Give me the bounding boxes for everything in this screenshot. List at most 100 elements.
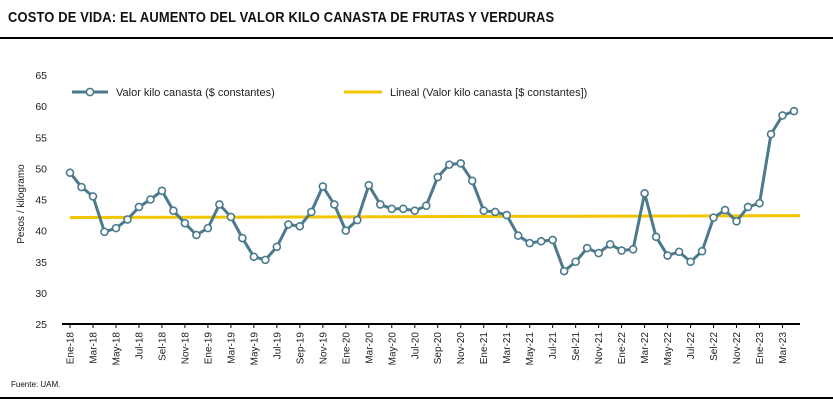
data-point: [146, 195, 155, 204]
x-tick-label: Ene-21: [479, 332, 490, 365]
data-point: [330, 200, 339, 209]
data-point: [295, 221, 305, 231]
y-axis-label-group: Pesos / kilogramo: [16, 164, 27, 244]
x-tick-label: Jul-21: [548, 332, 559, 360]
data-point: [444, 160, 454, 169]
x-tick-label: Sep-19: [295, 332, 306, 365]
title-divider: [0, 37, 833, 39]
data-point: [180, 218, 190, 228]
x-tick-label: Ene-19: [203, 332, 214, 365]
data-point: [226, 212, 236, 222]
x-tick-label: May-22: [663, 332, 674, 366]
data-point: [421, 201, 431, 211]
data-point: [651, 232, 661, 242]
x-tick-label: Sel-18: [157, 332, 168, 361]
source-note: Fuente: UAM.: [11, 380, 61, 389]
data-point: [387, 204, 397, 214]
series-line: [68, 109, 795, 273]
data-point: [490, 207, 500, 217]
data-point: [249, 252, 259, 262]
data-point: [341, 226, 351, 235]
y-tick-label: 50: [35, 163, 47, 175]
x-axis-ticks: Ene-18 Mar-18 May-18 Jul-18 Sel-18 Nov-18 Ene-…: [66, 324, 789, 366]
data-point: [743, 202, 753, 212]
chart-title: COSTO DE VIDA: EL AUMENTO DEL VALOR KILO…: [8, 9, 555, 26]
y-tick-label: 45: [35, 195, 47, 207]
x-tick-label: May-20: [387, 332, 398, 366]
data-point: [364, 180, 374, 190]
data-point: [617, 246, 626, 255]
x-tick-label: Mar-20: [364, 332, 375, 364]
data-point: [353, 215, 362, 225]
data-point: [88, 192, 98, 201]
data-point: [238, 233, 247, 243]
data-point: [640, 188, 649, 198]
data-point: [582, 243, 592, 253]
data-point: [594, 248, 603, 258]
x-tick-label: Nov-21: [594, 332, 605, 365]
data-point: [261, 255, 270, 265]
x-tick-label: Jul-19: [272, 332, 283, 360]
data-point: [123, 215, 132, 224]
data-point: [410, 206, 420, 216]
data-point: [157, 186, 167, 196]
data-point: [134, 202, 144, 212]
data-point: [778, 111, 787, 120]
x-tick-label: May-19: [249, 332, 260, 366]
data-point: [284, 220, 293, 229]
data-point: [536, 236, 546, 246]
legend-series-label: Valor kilo canasta ($ constantes): [116, 87, 275, 99]
data-point: [605, 240, 615, 249]
y-axis-ticks: 25 30 35 40 45 50 55 60 65: [35, 70, 47, 331]
data-point: [375, 200, 385, 209]
data-point: [467, 176, 477, 186]
data-point: [318, 182, 328, 191]
legend-series-marker: [85, 87, 95, 97]
x-tick-label: Nov-18: [180, 332, 191, 365]
trend-line: [69, 214, 801, 220]
x-tick-label: Sel-21: [571, 332, 582, 361]
data-point: [709, 213, 718, 222]
data-point: [559, 266, 569, 276]
data-point: [77, 182, 86, 192]
data-point: [215, 200, 224, 209]
data-point: [479, 206, 489, 216]
x-tick-label: Mar-19: [226, 332, 237, 364]
data-point: [628, 245, 638, 254]
y-tick-label: 55: [35, 132, 47, 144]
data-point: [755, 198, 764, 208]
y-axis-label: Pesos / kilogramo: [16, 164, 27, 244]
y-tick-label: 30: [35, 288, 47, 300]
data-point: [732, 216, 741, 226]
y-tick-label: 65: [35, 70, 47, 82]
data-point: [433, 172, 443, 182]
x-tick-label: Mar-23: [778, 332, 789, 364]
data-point: [766, 129, 776, 139]
data-point: [571, 257, 580, 267]
data-point: [525, 238, 534, 248]
x-tick-label: Jul-20: [410, 332, 421, 360]
data-point: [456, 159, 466, 168]
legend: Valor kilo canasta ($ constantes) Lineal…: [72, 87, 587, 99]
x-tick-label: Ene-18: [66, 332, 77, 365]
y-tick-label: 40: [35, 226, 47, 238]
data-point: [192, 230, 201, 240]
data-point: [100, 227, 109, 237]
data-point: [272, 242, 282, 252]
x-tick-label: Ene-22: [617, 332, 628, 365]
y-tick-label: 60: [35, 101, 47, 113]
y-tick-label: 35: [35, 257, 47, 269]
legend-trend-label: Lineal (Valor kilo canasta [$ constantes…: [390, 87, 587, 99]
data-point: [203, 223, 213, 233]
data-point: [398, 204, 408, 214]
data-point: [697, 246, 707, 256]
x-tick-label: Mar-22: [640, 332, 651, 364]
x-tick-label: Sel-22: [709, 332, 720, 361]
trend-line-group: [69, 214, 801, 220]
x-tick-label: Nov-20: [456, 332, 467, 365]
x-tick-label: Sep-20: [433, 332, 444, 365]
data-point: [65, 168, 75, 178]
data-point: [663, 251, 672, 260]
